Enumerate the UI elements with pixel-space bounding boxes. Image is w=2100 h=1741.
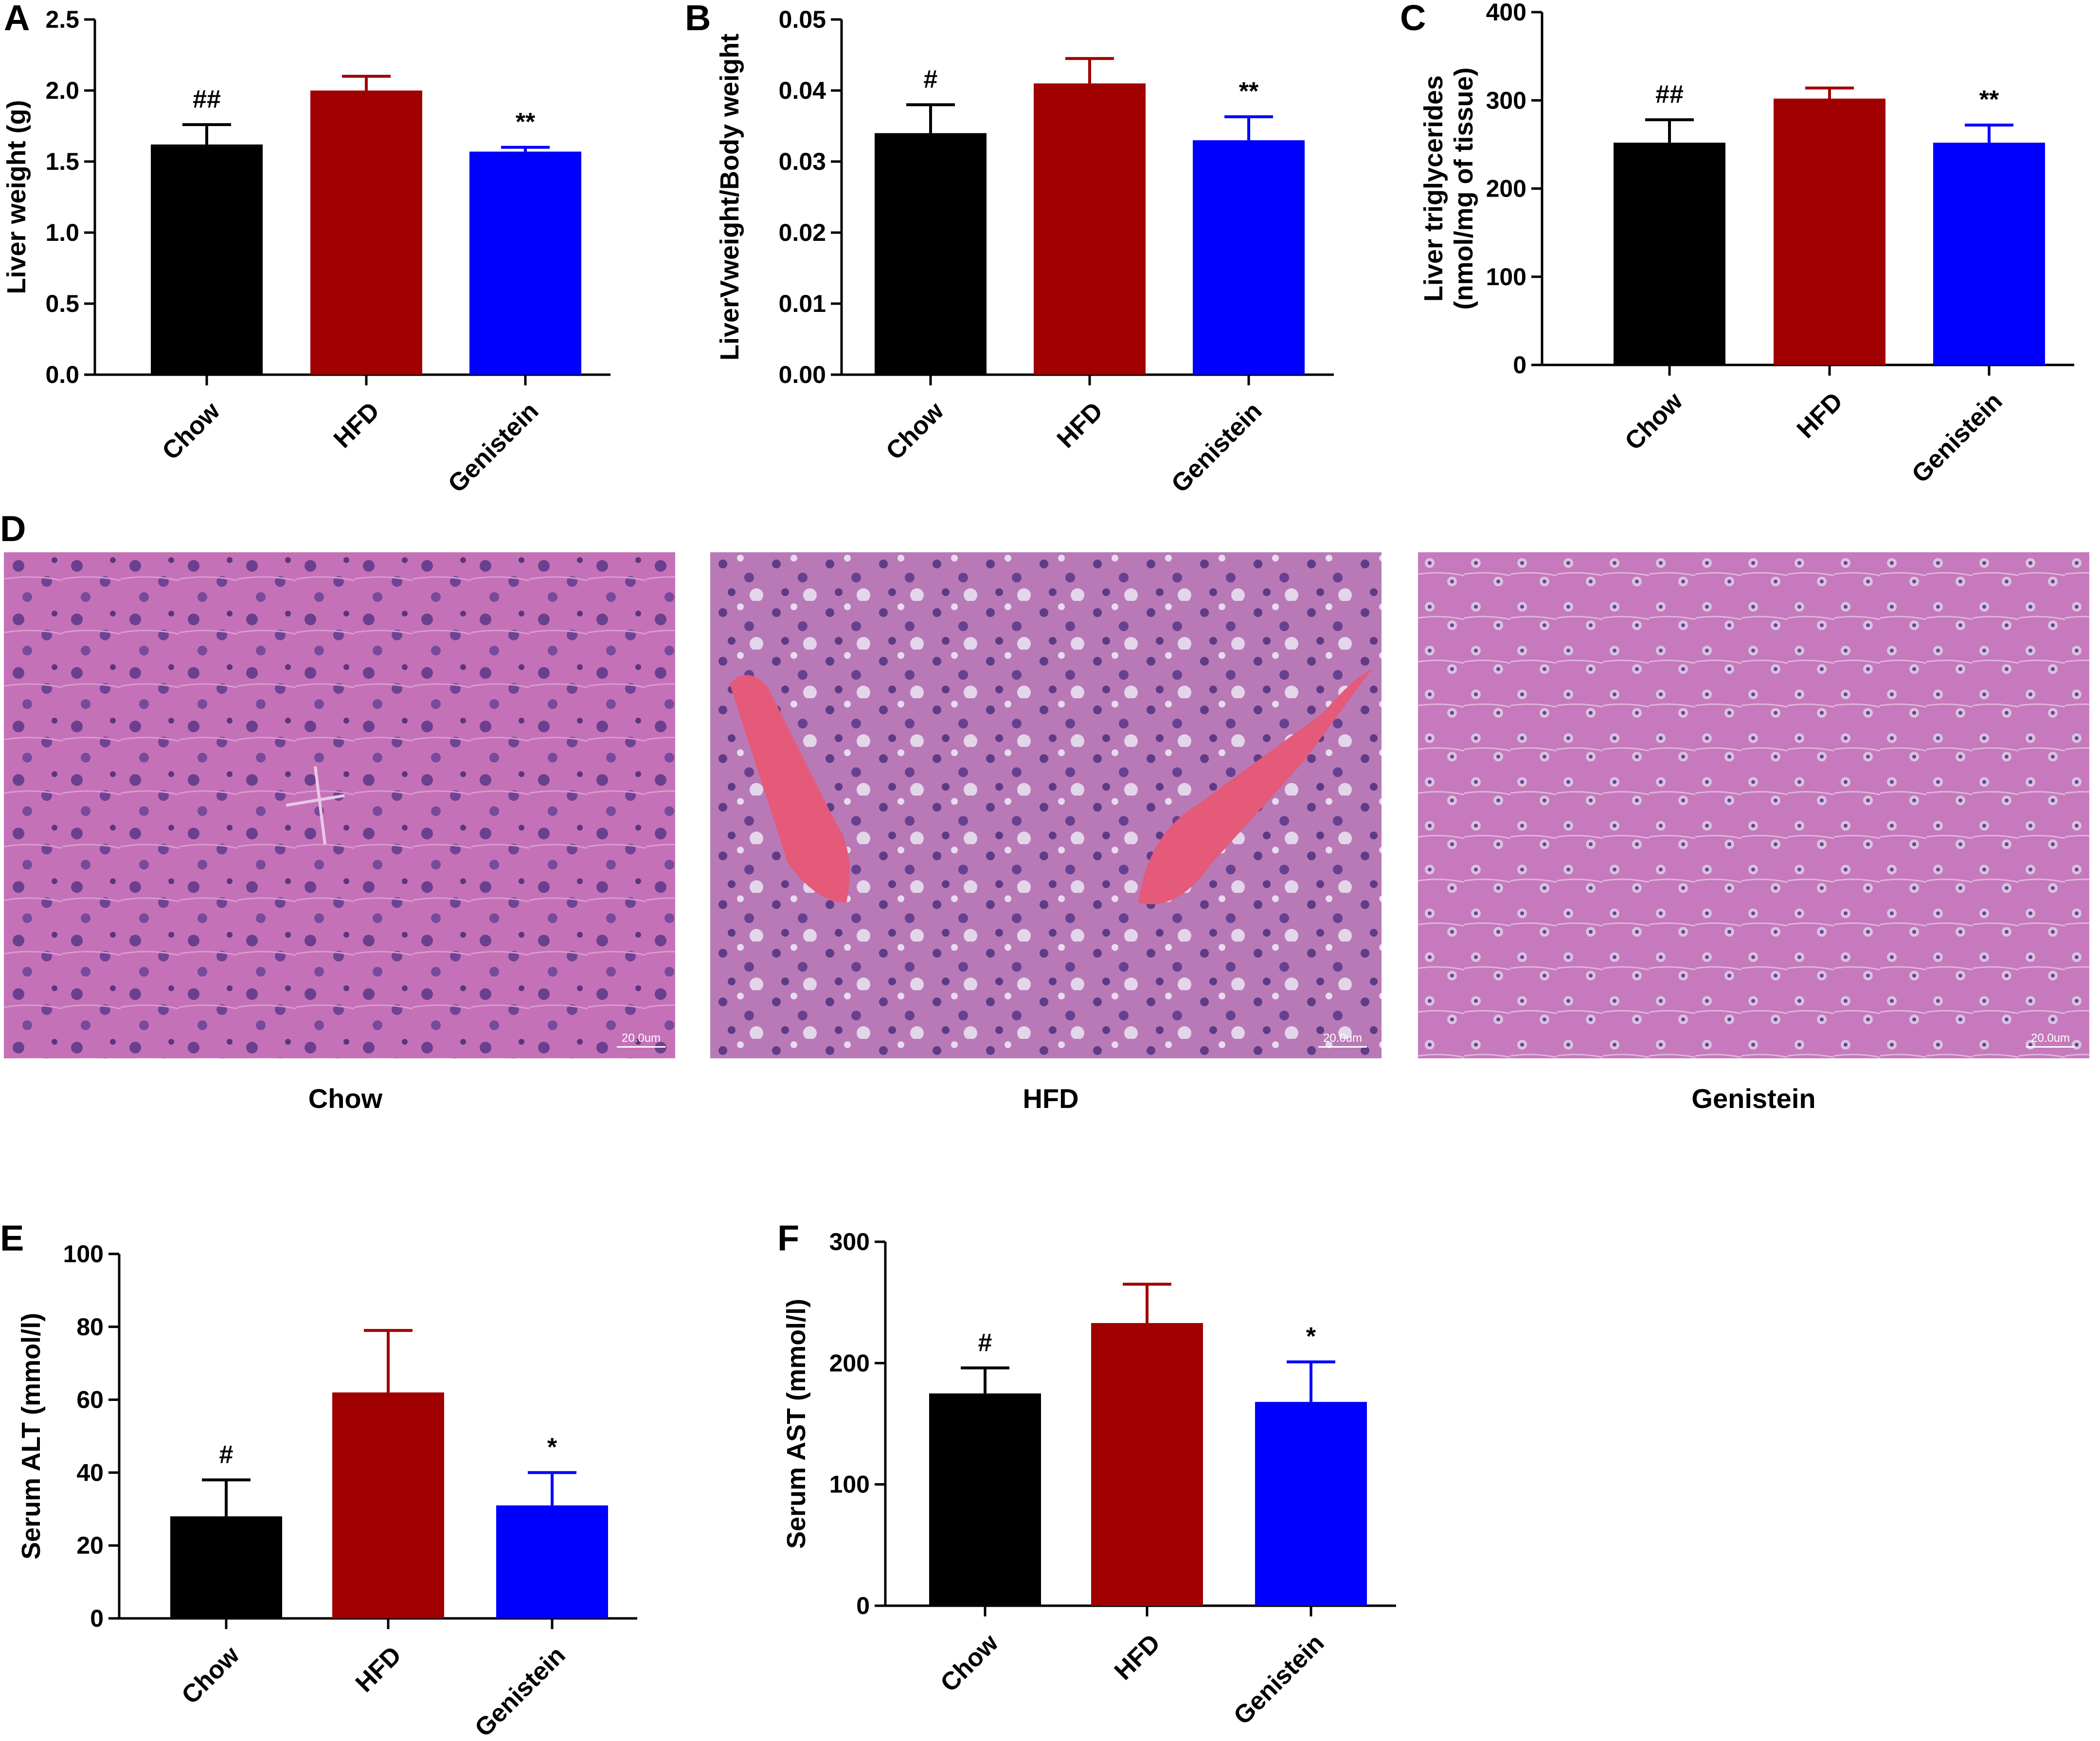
x-tick-label-hfd: HFD <box>350 1641 407 1698</box>
y-tick-label: 0.04 <box>779 77 826 104</box>
significance-marker-chow: # <box>924 65 938 93</box>
y-tick-label: 0.05 <box>779 6 826 33</box>
x-tick-label-chow: Chow <box>935 1629 1004 1697</box>
x-tick-label-hfd: HFD <box>1052 397 1109 453</box>
histology-caption-genistein: Genistein <box>1691 1083 1816 1114</box>
y-tick-label: 400 <box>1486 0 1526 26</box>
histology-texture-genistein <box>1418 552 2089 1058</box>
y-tick-label: 0 <box>90 1605 104 1632</box>
significance-marker-genistein: ** <box>1979 86 1999 114</box>
y-axis-label: Liver weight (g) <box>2 100 31 294</box>
histology-texture-chow <box>4 552 675 1058</box>
bar-genistein <box>1933 143 2045 365</box>
bar-hfd <box>332 1392 444 1618</box>
y-tick-label: 100 <box>63 1240 104 1268</box>
panel-letter-f: F <box>777 1218 800 1258</box>
bar-hfd <box>1034 83 1146 375</box>
scale-bar-label: 20.0um <box>621 1032 661 1045</box>
scale-bar-label: 20.0um <box>2030 1032 2070 1045</box>
y-tick-label: 1.0 <box>45 219 79 246</box>
y-tick-label: 2.5 <box>45 6 79 33</box>
y-tick-label: 300 <box>1486 87 1526 114</box>
panel-letter-d: D <box>0 508 26 549</box>
y-axis-label: (nmol/mg of tissue) <box>1449 68 1478 310</box>
y-tick-label: 0.0 <box>45 361 79 388</box>
x-tick-label-genistein: Genistein <box>469 1641 571 1741</box>
histology-caption-hfd: HFD <box>1023 1083 1079 1114</box>
bar-chow <box>151 144 263 375</box>
y-tick-label: 40 <box>76 1459 104 1486</box>
scale-bar-chow: 20.0um <box>617 1032 665 1048</box>
y-tick-label: 0.03 <box>779 148 826 175</box>
x-tick-label-hfd: HFD <box>1792 387 1849 444</box>
y-tick-label: 20 <box>76 1532 104 1559</box>
bar-genistein <box>1255 1402 1367 1606</box>
x-tick-label-genistein: Genistein <box>1906 387 2008 489</box>
significance-marker-genistein: * <box>1306 1323 1316 1351</box>
x-tick-label-genistein: Genistein <box>1228 1629 1330 1730</box>
y-tick-label: 0 <box>856 1592 870 1619</box>
x-tick-label-hfd: HFD <box>328 397 385 453</box>
bar-hfd <box>1091 1323 1203 1606</box>
significance-marker-chow: ## <box>193 85 221 113</box>
significance-marker-genistein: * <box>547 1433 557 1461</box>
panel-letter-b: B <box>685 0 711 38</box>
y-tick-label: 100 <box>1486 263 1526 290</box>
panel-letter-e: E <box>0 1218 24 1258</box>
scale-bar-label: 20.0um <box>1323 1032 1363 1045</box>
y-tick-label: 0.00 <box>779 361 826 388</box>
x-tick-label-genistein: Genistein <box>1166 397 1268 498</box>
bar-chow <box>929 1393 1041 1606</box>
scale-bar-hfd: 20.0um <box>1318 1032 1367 1048</box>
y-tick-label: 100 <box>829 1471 870 1498</box>
y-tick-label: 2.0 <box>45 77 79 104</box>
y-axis-label: LiverVweight/Body weight <box>715 34 744 361</box>
y-axis-label: Liver triglycerides <box>1419 75 1448 302</box>
bar-genistein <box>469 151 581 375</box>
chart-f-serum-ast: 0 100 200 300 Serum AST (mmol/l) Chow # HFD Geni… <box>782 1228 1396 1730</box>
histology-image-hfd: 20.0um <box>710 552 1382 1058</box>
significance-marker-chow: ## <box>1655 80 1684 109</box>
y-axis-label: Serum AST (mmol/l) <box>782 1299 811 1549</box>
bar-genistein <box>1193 140 1305 375</box>
significance-marker-chow: # <box>219 1440 233 1469</box>
y-tick-label: 200 <box>1486 175 1526 202</box>
bar-genistein <box>496 1505 608 1618</box>
histology-caption-chow: Chow <box>308 1083 383 1114</box>
y-tick-label: 0 <box>1513 351 1526 379</box>
histology-image-genistein: 20.0um <box>1418 552 2089 1058</box>
significance-marker-chow: # <box>978 1328 992 1357</box>
bar-chow <box>1614 143 1725 365</box>
bar-hfd <box>310 91 422 375</box>
y-tick-label: 80 <box>76 1313 104 1341</box>
scale-bar-genistein: 20.0um <box>2026 1032 2075 1048</box>
histology-texture-hfd <box>710 552 1382 1058</box>
x-tick-label-chow: Chow <box>880 397 949 465</box>
chart-b-liver-body-weight: 0.00 0.01 0.02 0.03 0.04 0.05 LiverVweight/Bod… <box>715 6 1334 498</box>
y-tick-label: 0.02 <box>779 219 826 246</box>
panel-letter-c: C <box>1400 0 1426 38</box>
bar-hfd <box>1774 98 1885 365</box>
chart-a-liver-weight: 0.0 0.5 1.0 1.5 2.0 2.5 Liver weight (g) Chow ##… <box>2 6 610 498</box>
x-tick-label-hfd: HFD <box>1109 1629 1166 1686</box>
y-tick-label: 200 <box>829 1349 870 1377</box>
significance-marker-genistein: ** <box>1239 77 1259 106</box>
y-tick-label: 0.01 <box>779 290 826 317</box>
y-tick-label: 0.5 <box>45 290 79 317</box>
y-axis-label: Serum ALT (mmol/l) <box>17 1313 46 1560</box>
x-tick-label-chow: Chow <box>1619 387 1688 455</box>
x-tick-label-chow: Chow <box>176 1641 245 1709</box>
bar-chow <box>875 133 987 375</box>
x-tick-label-chow: Chow <box>157 397 225 465</box>
y-tick-label: 1.5 <box>45 148 79 175</box>
significance-marker-genistein: ** <box>516 108 536 136</box>
histology-image-chow: 20.0um <box>4 552 675 1058</box>
panel-letter-a: A <box>4 0 30 38</box>
bar-chow <box>170 1516 282 1618</box>
y-tick-label: 60 <box>76 1386 104 1414</box>
y-tick-label: 300 <box>829 1228 870 1255</box>
chart-c-liver-triglycerides: 0 100 200 300 400 Liver triglycerides (nmol/mg… <box>1419 0 2074 489</box>
chart-e-serum-alt: 0 20 40 60 80 100 Serum ALT (mmol/l) Chow # HFD Ge… <box>17 1240 637 1741</box>
x-tick-label-genistein: Genistein <box>443 397 544 498</box>
